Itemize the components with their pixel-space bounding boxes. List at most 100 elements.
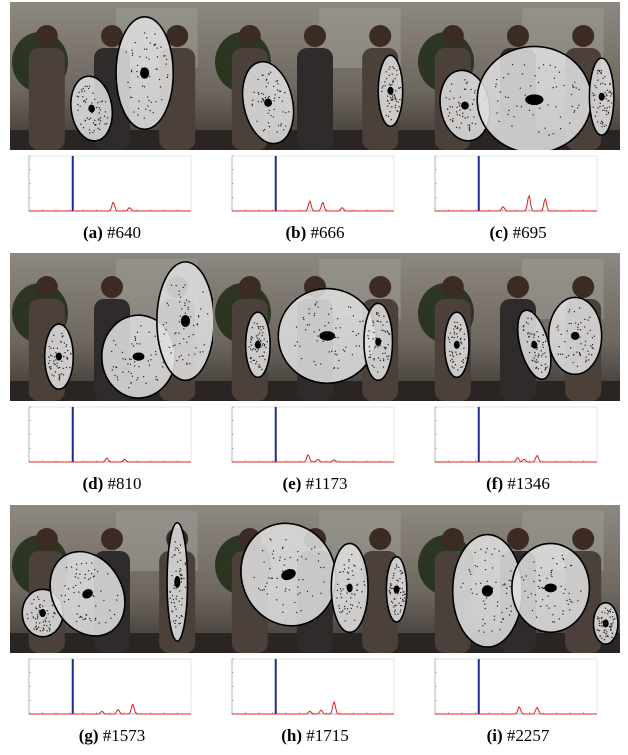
tracker-ellipse bbox=[240, 522, 337, 627]
person-head bbox=[35, 276, 58, 298]
distribution-plot bbox=[231, 658, 395, 715]
person-head bbox=[101, 528, 123, 550]
frame-scene bbox=[416, 253, 620, 401]
panel-letter: (d) bbox=[82, 474, 104, 493]
tracker-ellipse bbox=[588, 57, 615, 137]
person-head bbox=[101, 25, 123, 47]
panel-caption: (a) #640 bbox=[10, 223, 214, 243]
frame-scene bbox=[416, 505, 620, 653]
tracker-ellipse bbox=[443, 311, 470, 379]
frame-number: #2257 bbox=[502, 726, 550, 745]
frame-number: #695 bbox=[508, 223, 547, 242]
person-head bbox=[238, 25, 261, 47]
frame-scene bbox=[10, 505, 214, 653]
density-curve bbox=[435, 454, 597, 463]
person-head bbox=[238, 276, 261, 298]
panel: (d) #810 bbox=[10, 253, 214, 498]
plot-axes bbox=[231, 156, 394, 212]
tracker-ellipse bbox=[166, 521, 189, 642]
plot-axes bbox=[28, 156, 191, 212]
panel-caption: (g) #1573 bbox=[10, 726, 214, 746]
person-head bbox=[507, 528, 529, 550]
plot-axes bbox=[434, 407, 597, 463]
density-curve bbox=[29, 457, 191, 463]
frame-scene bbox=[10, 2, 214, 150]
person-head bbox=[369, 276, 392, 298]
frame-number: #810 bbox=[103, 474, 142, 493]
panel-caption: (b) #666 bbox=[213, 223, 417, 243]
panel-letter: (e) bbox=[282, 474, 302, 493]
plot-axes bbox=[28, 659, 191, 715]
tracker-ellipse bbox=[277, 287, 377, 385]
person-head bbox=[369, 25, 392, 47]
frame-number: #1346 bbox=[503, 474, 550, 493]
tracker-ellipse bbox=[156, 261, 214, 382]
tracker-ellipse bbox=[43, 323, 75, 390]
video-frame bbox=[10, 253, 214, 401]
person-body bbox=[297, 48, 333, 150]
panel: (h) #1715 bbox=[213, 505, 417, 750]
frame-scene bbox=[416, 2, 620, 150]
person-head bbox=[166, 25, 189, 47]
distribution-plot bbox=[434, 658, 598, 715]
person-head bbox=[507, 25, 529, 47]
panel-letter: (h) bbox=[281, 726, 303, 745]
frame-number: #1573 bbox=[98, 726, 146, 745]
plot-axes bbox=[434, 156, 597, 212]
tracker-ellipse bbox=[547, 296, 603, 376]
person-head bbox=[369, 528, 392, 550]
person-head bbox=[441, 528, 464, 550]
tracker-ellipse bbox=[511, 542, 591, 634]
plot-axes bbox=[231, 407, 394, 463]
person-head bbox=[507, 276, 529, 298]
video-frame bbox=[10, 505, 214, 653]
tracker-ellipse bbox=[385, 555, 408, 623]
video-frame bbox=[416, 505, 620, 653]
panel-letter: (c) bbox=[489, 223, 509, 242]
tracker-ellipse bbox=[101, 314, 177, 399]
panel: (a) #640 bbox=[10, 2, 214, 247]
density-curve bbox=[232, 200, 394, 212]
person-head bbox=[441, 25, 464, 47]
panel: (f) #1346 bbox=[416, 253, 620, 498]
person-head bbox=[572, 528, 595, 550]
person-body bbox=[28, 48, 65, 150]
panel-letter: (i) bbox=[486, 726, 503, 745]
distribution-plot bbox=[28, 658, 192, 715]
density-curve bbox=[29, 703, 191, 715]
density-curve bbox=[435, 705, 597, 715]
density-curve bbox=[435, 194, 597, 212]
tracker-ellipse bbox=[244, 311, 271, 379]
panel-caption: (e) #1173 bbox=[213, 474, 417, 494]
video-frame bbox=[213, 505, 417, 653]
plot-axes bbox=[434, 659, 597, 715]
density-curve bbox=[232, 454, 394, 463]
tracker-ellipse bbox=[516, 309, 552, 381]
distribution-plot bbox=[434, 155, 598, 212]
panel-caption: (d) #810 bbox=[10, 474, 214, 494]
video-frame bbox=[416, 2, 620, 150]
panel: (c) #695 bbox=[416, 2, 620, 247]
panel-caption: (i) #2257 bbox=[416, 726, 620, 746]
tracker-ellipse bbox=[115, 15, 175, 131]
video-frame bbox=[213, 253, 417, 401]
panel-letter: (f) bbox=[486, 474, 504, 493]
panel-letter: (g) bbox=[78, 726, 99, 745]
frame-scene bbox=[213, 2, 417, 150]
frame-number: #1173 bbox=[301, 474, 348, 493]
person-head bbox=[101, 276, 123, 298]
person-head bbox=[441, 276, 464, 298]
density-curve bbox=[29, 201, 191, 212]
video-frame bbox=[416, 253, 620, 401]
video-frame bbox=[213, 2, 417, 150]
person-head bbox=[572, 276, 595, 298]
person-head bbox=[572, 25, 595, 47]
distribution-plot bbox=[28, 406, 192, 463]
panel-letter: (b) bbox=[285, 223, 307, 242]
panel: (i) #2257 bbox=[416, 505, 620, 750]
tracker-ellipse bbox=[241, 60, 295, 145]
tracker-ellipse bbox=[439, 69, 491, 142]
panel-caption: (f) #1346 bbox=[416, 474, 620, 494]
panel: (g) #1573 bbox=[10, 505, 214, 750]
